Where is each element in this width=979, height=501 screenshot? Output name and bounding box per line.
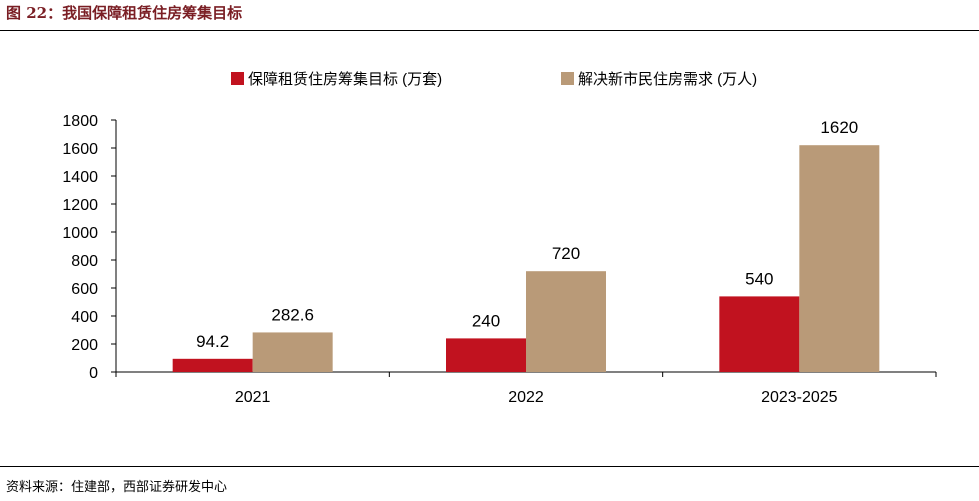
data-label: 540	[745, 269, 773, 288]
data-label: 282.6	[271, 305, 314, 324]
bar-series2-2022	[526, 271, 606, 372]
y-tick-label: 400	[71, 309, 98, 326]
x-tick-label: 2023-2025	[761, 389, 838, 406]
y-tick-label: 1200	[62, 197, 98, 214]
bars	[172, 145, 880, 372]
bar-series1-2021	[172, 358, 253, 372]
bar-chart: 保障租赁住房筹集目标 (万套) 解决新市民住房需求 (万人) 0 200 400 600…	[62, 70, 937, 406]
source-note: 资料来源：住建部，西部证券研发中心	[6, 480, 228, 495]
y-tick-label: 1600	[62, 141, 98, 158]
bar-series2-2021	[252, 332, 333, 372]
y-tick-label: 0	[89, 365, 98, 382]
y-tick-label: 1800	[62, 113, 98, 130]
data-label: 94.2	[196, 332, 229, 351]
bar-series1-2022	[446, 338, 526, 372]
bar-series1-2023-2025	[719, 296, 800, 372]
data-labels: 94.2 282.6 240 720 540 1620	[196, 118, 858, 351]
x-axis: 2021 2022 2023-2025	[115, 371, 937, 406]
bar-series2-2023-2025	[799, 145, 880, 372]
legend-swatch-1	[231, 72, 244, 85]
y-tick-label: 800	[71, 253, 98, 270]
legend: 保障租赁住房筹集目标 (万套) 解决新市民住房需求 (万人)	[231, 70, 757, 88]
legend-label-1: 保障租赁住房筹集目标 (万套)	[248, 70, 442, 88]
data-label: 240	[472, 311, 500, 330]
legend-label-2: 解决新市民住房需求 (万人)	[578, 71, 757, 88]
bottom-rule	[0, 466, 979, 467]
data-label: 1620	[820, 118, 858, 137]
x-tick-label: 2022	[508, 389, 544, 406]
y-tick-label: 1000	[62, 225, 98, 242]
y-tick-label: 200	[71, 337, 98, 354]
legend-swatch-2	[561, 72, 574, 85]
x-tick-label: 2021	[235, 389, 271, 406]
y-tick-label: 1400	[62, 169, 98, 186]
figure-title: 图 22：我国保障租赁住房筹集目标	[6, 4, 243, 22]
data-label: 720	[552, 244, 580, 263]
y-axis: 0 200 400 600 800 1000 1200 1400 1600 1800	[62, 113, 117, 382]
y-tick-label: 600	[71, 281, 98, 298]
top-rule	[0, 30, 979, 31]
